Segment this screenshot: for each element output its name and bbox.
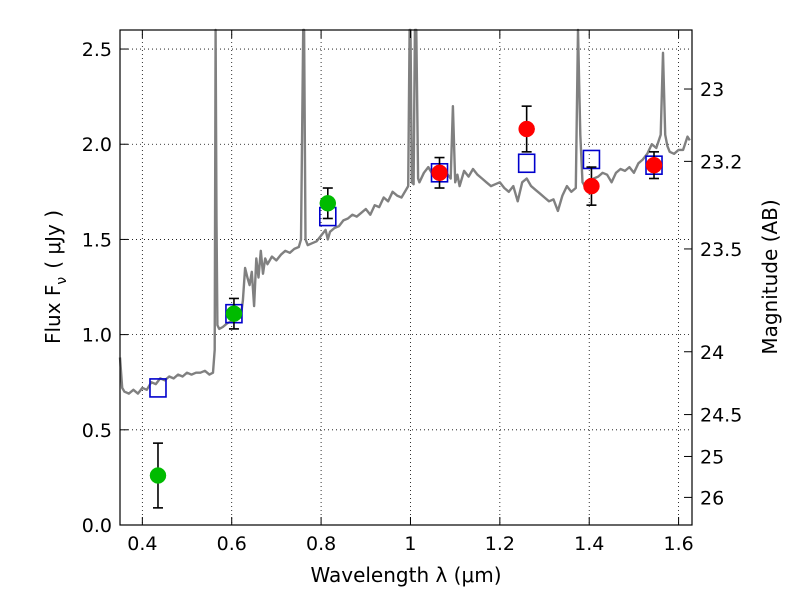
y-axis-label-unit: ( μJy ) bbox=[41, 210, 65, 269]
magnitude-tick-label: 23 bbox=[700, 79, 724, 101]
y2-axis-label: Magnitude (AB) bbox=[758, 199, 782, 354]
x-tick-label: 1 bbox=[404, 533, 416, 555]
x-tick-label: 1.2 bbox=[485, 533, 515, 555]
model-box-marker bbox=[149, 378, 167, 398]
y-axis-label-main: Flux F bbox=[41, 285, 65, 344]
x-tick-label: 1.6 bbox=[663, 533, 693, 555]
magnitude-tick-label: 23.5 bbox=[700, 239, 742, 261]
x-axis-label: Wavelength λ (μm) bbox=[310, 563, 501, 587]
red-photometry-point bbox=[518, 120, 535, 138]
plot-area bbox=[120, 30, 692, 525]
x-tick-label: 0.6 bbox=[217, 533, 247, 555]
model-box-marker bbox=[517, 153, 536, 174]
red-photometry-point bbox=[583, 177, 600, 195]
magnitude-tick-label: 26 bbox=[700, 487, 724, 509]
magnitude-tick-label: 24.5 bbox=[700, 405, 742, 427]
red-photometry-point bbox=[431, 164, 448, 182]
y-axis-label: Flux Fν ( μJy ) bbox=[41, 210, 70, 344]
x-tick-label: 0.8 bbox=[306, 533, 336, 555]
y-tick-label: 2.0 bbox=[82, 134, 112, 156]
y-tick-label: 2.5 bbox=[82, 39, 112, 61]
ticks-layer: 0.4 0.6 0.8 1 1.2 1.4 1.6 0.0 0.5 1.0 1.5 2.0 2.5 23 2… bbox=[82, 30, 742, 555]
plot-frame bbox=[119, 29, 693, 526]
y-axis-label-sub: ν bbox=[54, 277, 70, 285]
x-tick-label: 1.4 bbox=[574, 533, 604, 555]
y-tick-label: 0.0 bbox=[82, 515, 112, 537]
points-layer bbox=[149, 105, 663, 509]
y-tick-label: 0.5 bbox=[82, 420, 112, 442]
red-photometry-point bbox=[645, 156, 663, 174]
green-photometry-point bbox=[319, 195, 337, 212]
x-tick-label: 0.4 bbox=[127, 533, 157, 555]
green-photometry-point bbox=[225, 305, 243, 322]
green-photometry-point bbox=[149, 467, 167, 484]
magnitude-tick-label: 24 bbox=[700, 342, 724, 364]
magnitude-tick-label: 25 bbox=[700, 446, 724, 468]
magnitude-tick-label: 23.2 bbox=[700, 151, 742, 173]
y-tick-label: 1.0 bbox=[82, 325, 112, 347]
y-tick-label: 1.5 bbox=[82, 229, 112, 251]
